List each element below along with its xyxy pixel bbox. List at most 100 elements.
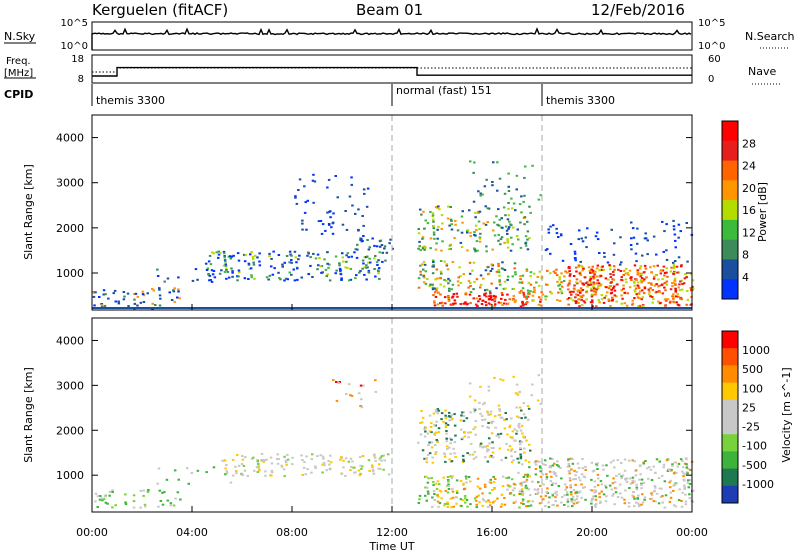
velocity-echo-cell xyxy=(507,476,511,479)
power-echo-cell xyxy=(597,282,601,285)
velocity-echo-cell xyxy=(576,462,580,465)
power-echo-cell xyxy=(498,283,502,286)
velocity-echo-cell xyxy=(433,432,436,435)
velocity-echo-cell xyxy=(575,498,579,500)
velocity-echo-cell xyxy=(374,379,377,382)
power-echo-cell xyxy=(642,271,646,274)
velocity-echo-cell xyxy=(519,453,522,456)
power-echo-cell xyxy=(672,297,675,300)
velocity-echo-cell xyxy=(534,493,538,495)
velocity-echo-cell xyxy=(549,480,553,483)
velocity-echo-cell xyxy=(647,477,650,480)
power-echo-cell xyxy=(600,294,603,297)
velocity-ytick-label: 2000 xyxy=(56,424,84,437)
power-echo-cell xyxy=(540,304,543,307)
power-echo-cell xyxy=(536,276,540,278)
velocity-echo-cell xyxy=(518,443,522,446)
power-echo-cell xyxy=(469,302,472,305)
power-echo-cell xyxy=(606,261,610,264)
power-echo-cell xyxy=(326,186,329,189)
power-echo-cell xyxy=(610,288,613,291)
power-ytick-label: 4000 xyxy=(56,132,84,145)
power-echo-cell xyxy=(272,250,275,253)
power-echo-cell xyxy=(640,277,644,280)
power-echo-cell xyxy=(609,304,612,307)
velocity-echo-cell xyxy=(443,502,447,505)
velocity-echo-cell xyxy=(518,426,521,429)
velocity-echo-cell xyxy=(522,476,526,478)
power-echo-cell xyxy=(580,296,583,299)
velocity-echo-cell xyxy=(512,501,516,504)
velocity-echo-cell xyxy=(511,430,515,433)
velocity-echo-cell xyxy=(520,441,523,444)
power-echo-cell xyxy=(265,276,269,279)
velocity-echo-cell xyxy=(432,481,435,484)
power-echo-cell xyxy=(514,271,517,274)
velocity-echo-cell xyxy=(349,394,352,397)
power-echo-cell xyxy=(591,301,594,304)
power-echo-cell xyxy=(555,274,559,277)
velocity-echo-cell xyxy=(142,489,145,492)
power-echo-cell xyxy=(247,263,251,266)
velocity-echo-cell xyxy=(521,432,524,435)
velocity-echo-cell xyxy=(685,471,689,474)
power-echo-cell xyxy=(691,288,695,290)
velocity-echo-cell xyxy=(584,498,587,501)
power-echo-cell xyxy=(674,290,677,293)
power-echo-cell xyxy=(484,301,487,304)
power-echo-cell xyxy=(107,297,110,300)
power-echo-cell xyxy=(432,261,435,264)
power-echo-cell xyxy=(173,300,176,303)
power-echo-cell xyxy=(621,297,624,300)
power-echo-cell xyxy=(558,299,562,302)
velocity-echo-cell xyxy=(468,453,472,456)
velocity-echo-cell xyxy=(321,471,324,474)
velocity-echo-cell xyxy=(448,458,451,461)
power-echo-cell xyxy=(524,235,528,238)
power-echo-cell xyxy=(258,264,262,267)
velocity-echo-cell xyxy=(642,462,645,465)
power-echo-cell xyxy=(363,256,366,259)
power-echo-cell xyxy=(632,236,636,239)
power-echo-cell xyxy=(456,229,460,232)
velocity-echo-cell xyxy=(632,491,635,493)
velocity-echo-cell xyxy=(681,491,684,494)
power-echo-cell xyxy=(435,242,438,245)
velocity-echo-cell xyxy=(284,461,288,464)
power-echo-cell xyxy=(243,253,246,256)
power-echo-cell xyxy=(377,272,380,275)
power-echo-cell xyxy=(580,304,584,306)
velocity-echo-cell xyxy=(472,457,476,460)
power-echo-cell xyxy=(385,251,389,254)
velocity-echo-cell xyxy=(510,417,513,420)
power-echo-cell xyxy=(589,301,593,304)
velocity-echo-cell xyxy=(653,485,657,488)
power-echo-cell xyxy=(497,265,500,268)
power-echo-cell xyxy=(191,279,195,282)
power-echo-cell xyxy=(545,295,549,298)
power-echo-cell xyxy=(672,273,676,276)
power-echo-cell xyxy=(519,275,522,278)
power-echo-cell xyxy=(281,263,284,266)
power-echo-cell xyxy=(418,240,421,243)
power-echo-cell xyxy=(623,302,626,305)
power-echo-cell xyxy=(473,161,476,164)
velocity-echo-cell xyxy=(437,431,441,434)
power-echo-cell xyxy=(219,252,222,255)
power-echo-cell xyxy=(311,276,314,278)
power-echo-cell xyxy=(212,252,215,255)
velocity-echo-cell xyxy=(491,441,494,444)
power-colorbar-frame xyxy=(721,120,739,300)
power-echo-cell xyxy=(498,279,501,282)
power-echo-cell xyxy=(506,275,510,278)
velocity-echo-cell xyxy=(662,463,666,466)
power-echo-cell xyxy=(434,295,438,298)
power-echo-cell xyxy=(335,269,338,272)
power-echo-cell xyxy=(675,265,679,268)
power-echo-cell xyxy=(294,256,297,259)
power-echo-cell xyxy=(417,277,421,280)
velocity-echo-cell xyxy=(449,452,452,455)
velocity-echo-cell xyxy=(594,489,597,492)
power-echo-cell xyxy=(641,289,644,292)
